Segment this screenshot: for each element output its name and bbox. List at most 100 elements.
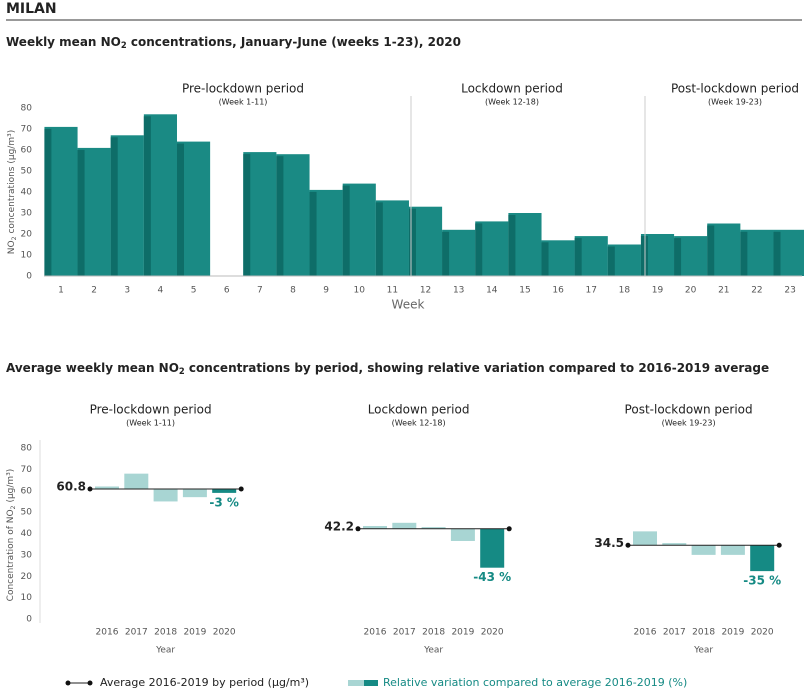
x-tick-label: 2017	[393, 628, 416, 638]
chart-title: Weekly mean NO2 concentrations, January-…	[6, 35, 461, 50]
y-tick-label: 50	[21, 167, 33, 177]
variation-bar	[182, 489, 207, 498]
bar-side	[475, 223, 483, 276]
x-tick-label: 2016	[96, 628, 119, 638]
y-axis-label-part: concentrations (µg/m³)	[7, 130, 17, 237]
y-axis-label-part: 2	[11, 236, 18, 240]
variation-bar	[153, 489, 178, 502]
page-title: MILAN	[6, 1, 57, 17]
x-tick-label: 2016	[364, 628, 387, 638]
x-tick-label: 10	[354, 286, 366, 296]
period-weeks: (Week 19-23)	[708, 98, 762, 107]
bar-side	[143, 116, 151, 276]
x-tick-label: 1	[58, 286, 64, 296]
week-bar	[707, 223, 741, 276]
y-tick-label: 0	[26, 615, 32, 625]
x-tick-label: 14	[486, 286, 498, 296]
panel-weeks: (Week 12-18)	[392, 419, 446, 428]
panel-weeks: (Week 1-11)	[126, 419, 175, 428]
x-tick-label: 2020	[213, 628, 236, 638]
y-tick-label: 50	[21, 508, 33, 518]
variation-bar	[421, 527, 446, 529]
average-dot	[238, 486, 244, 492]
x-tick-label: 19	[652, 286, 664, 296]
x-tick-label: 2019	[721, 628, 744, 638]
x-tick-label: 7	[257, 286, 263, 296]
y-tick-label: 60	[21, 146, 33, 156]
x-tick-label: 9	[323, 286, 329, 296]
week-bar	[674, 236, 708, 276]
legend-label: Relative variation compared to average 2…	[383, 676, 687, 689]
x-tick-label: 2019	[451, 628, 474, 638]
y-tick-label: 10	[21, 593, 33, 603]
average-dot	[625, 542, 631, 548]
week-bar	[44, 126, 78, 277]
variation-bar	[450, 528, 475, 541]
bar-side	[541, 242, 549, 276]
bar-side	[110, 137, 118, 276]
x-tick-label: 2016	[634, 628, 657, 638]
x-tick-label: 18	[619, 286, 631, 296]
y-axis-label: Concentration of NO2 (µg/m³)	[6, 469, 18, 602]
x-tick-label: 16	[552, 286, 564, 296]
x-axis-label: Year	[693, 646, 713, 656]
variation-bar	[392, 522, 417, 529]
variation-bar	[363, 526, 387, 529]
bar-side	[574, 238, 582, 276]
chart-title-part: concentrations by period, showing relati…	[185, 361, 769, 375]
y-tick-label: 20	[21, 230, 33, 240]
week-bar	[640, 234, 675, 276]
x-tick-label: 11	[387, 286, 398, 296]
y-axis-label-part: NO	[7, 240, 17, 254]
y-tick-label: 70	[21, 465, 33, 475]
y-axis-label-part: Concentration of NO	[6, 509, 16, 601]
legend-dot	[65, 680, 71, 686]
variation-label: -35 %	[743, 574, 781, 588]
x-tick-label: 2019	[183, 628, 206, 638]
x-tick-label: 13	[453, 286, 464, 296]
average-dot	[776, 542, 782, 548]
x-tick-label: 22	[751, 286, 762, 296]
variation-bar	[750, 545, 775, 572]
x-tick-label: 23	[784, 286, 795, 296]
week-bar	[342, 183, 376, 276]
bar-side	[342, 185, 350, 276]
week-bar	[176, 141, 211, 276]
variation-bar	[124, 473, 149, 490]
week-bar	[508, 213, 542, 276]
chart-title-part: 2	[121, 40, 127, 50]
panel-title: Lockdown period	[368, 403, 470, 417]
bar-side	[375, 202, 383, 276]
y-tick-label: 30	[21, 550, 33, 560]
variation-bar	[691, 545, 716, 555]
x-tick-label: 2	[91, 286, 97, 296]
week-bar	[773, 229, 804, 276]
chart-title-part: concentrations, January-June (weeks 1-23…	[127, 35, 461, 49]
y-tick-label: 20	[21, 572, 33, 582]
panel-weeks: (Week 19-23)	[662, 419, 716, 428]
legend-swatch	[364, 680, 378, 686]
chart-title-part: 2	[179, 366, 185, 376]
bar-side	[176, 143, 184, 276]
x-axis-label: Year	[423, 646, 443, 656]
week-bar	[475, 221, 509, 276]
x-tick-label: 17	[586, 286, 597, 296]
y-tick-label: 10	[21, 251, 33, 261]
x-tick-label: 15	[519, 286, 530, 296]
legend-swatch	[348, 680, 364, 686]
bar-side	[442, 231, 450, 276]
variation-bar	[720, 545, 745, 555]
x-tick-label: 2020	[751, 628, 774, 638]
y-tick-label: 60	[21, 486, 33, 496]
week-bar	[143, 114, 177, 276]
period-weeks: (Week 12-18)	[485, 98, 539, 107]
x-axis-label: Week	[392, 298, 425, 312]
legend-dot	[87, 680, 93, 686]
x-tick-label: 2018	[692, 628, 715, 638]
period-label: Lockdown period	[461, 82, 563, 96]
x-tick-label: 2017	[125, 628, 148, 638]
variation-label: -43 %	[473, 570, 511, 584]
y-tick-label: 0	[26, 272, 32, 282]
x-tick-label: 21	[718, 286, 729, 296]
x-tick-label: 5	[191, 286, 197, 296]
